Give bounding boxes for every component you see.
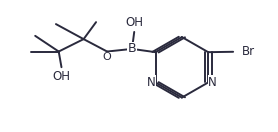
Text: N: N [147, 76, 155, 89]
Text: O: O [103, 52, 111, 62]
Text: OH: OH [53, 70, 71, 83]
Text: N: N [208, 76, 217, 89]
Text: OH: OH [125, 16, 143, 29]
Text: Br: Br [241, 45, 255, 58]
Text: B: B [128, 42, 136, 55]
